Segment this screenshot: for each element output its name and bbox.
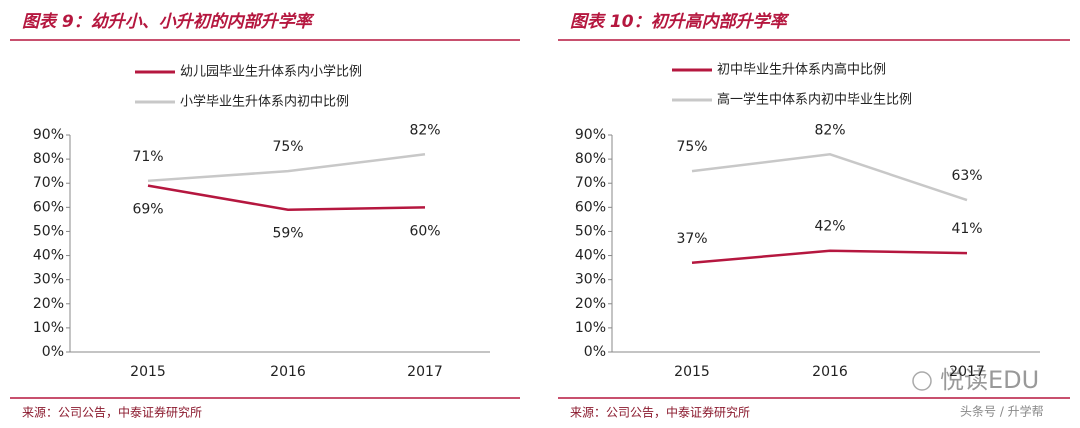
y-tick-label: 70% [575,175,606,191]
data-label: 59% [272,226,303,242]
legend-label: 小学毕业生升体系内初中比例 [180,94,349,110]
series-line [147,184,426,211]
watermark-account: 头条号 / 升学帮 [960,404,1044,419]
data-label: 42% [814,219,845,235]
y-tick-label: 10% [575,320,606,336]
y-tick-label: 10% [33,320,64,336]
data-label: 82% [409,122,440,138]
data-label: 63% [951,168,982,184]
x-tick-label: 2017 [407,364,443,380]
y-tick-label: 60% [33,199,64,215]
chart-title: 图表 9：幼升小、小升初的内部升学率 [22,12,315,32]
y-tick-label: 40% [575,248,606,264]
x-tick-label: 2015 [130,364,166,380]
x-tick-label: 2017 [949,364,985,380]
y-tick-label: 50% [575,223,606,239]
y-tick-label: 0% [584,344,606,360]
data-label: 69% [132,202,163,218]
y-tick-label: 70% [33,175,64,191]
series-line [147,153,426,183]
watermark-brand: 悦读EDU [940,366,1039,394]
legend-label: 高一学生中体系内初中毕业生比例 [717,92,912,108]
legend-label: 初中毕业生升体系内高中比例 [717,62,886,78]
data-label: 75% [676,139,707,155]
source: 来源：公司公告，中泰证券研究所 [22,405,202,420]
y-tick-label: 20% [33,296,64,312]
x-tick-label: 2016 [270,364,306,380]
data-label: 75% [272,139,303,155]
y-tick-label: 80% [575,151,606,167]
y-tick-label: 80% [33,151,64,167]
y-tick-label: 90% [33,127,64,143]
x-tick-label: 2015 [674,364,710,380]
watermark-icon [912,371,932,391]
x-tick-label: 2016 [812,364,848,380]
series-line [691,153,968,202]
legend-label: 幼儿园毕业生升体系内小学比例 [180,64,362,80]
series-line [691,249,968,265]
data-label: 41% [951,221,982,237]
y-tick-label: 20% [575,296,606,312]
chart-title: 图表 10：初升高内部升学率 [570,12,790,32]
data-label: 37% [676,231,707,247]
y-tick-label: 90% [575,127,606,143]
y-tick-label: 0% [42,344,64,360]
data-label: 71% [132,149,163,165]
data-label: 60% [409,223,440,239]
y-tick-label: 40% [33,248,64,264]
y-tick-label: 30% [575,272,606,288]
source: 来源：公司公告，中泰证券研究所 [570,405,750,420]
y-tick-label: 50% [33,223,64,239]
data-label: 82% [814,122,845,138]
y-tick-label: 30% [33,272,64,288]
y-tick-label: 60% [575,199,606,215]
